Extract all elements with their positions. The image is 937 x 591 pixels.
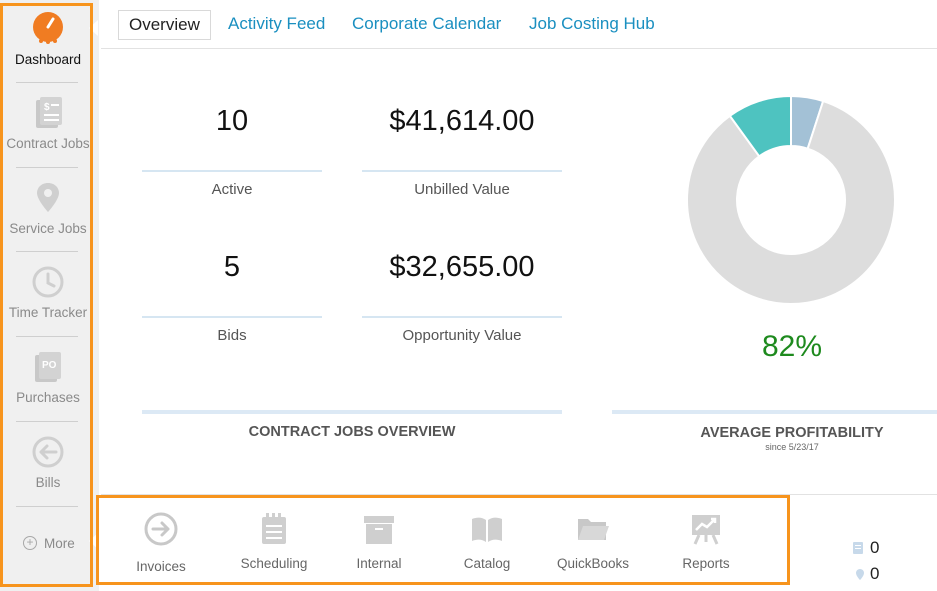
location-pin-icon: [37, 183, 59, 212]
svg-text:PO: PO: [42, 360, 57, 371]
donut-slice-1: [686, 99, 896, 305]
opportunity-value: $32,655.00: [389, 251, 535, 283]
section-bar: [142, 410, 562, 414]
profitability-percent: 82%: [761, 330, 823, 363]
catalog-label: Catalog: [463, 556, 511, 571]
bottom-app-bar: Invoices Scheduling Internal Catalog: [96, 495, 790, 585]
scheduling-label: Scheduling: [240, 556, 308, 571]
contract-jobs-overview-title: CONTRACT JOBS OVERVIEW: [248, 424, 456, 440]
sidebar-item-label: Dashboard: [14, 52, 82, 67]
divider: [16, 251, 78, 252]
divider: [362, 170, 562, 172]
svg-text:$: $: [44, 102, 50, 113]
sidebar-item-purchases[interactable]: PO Purchases: [6, 344, 90, 424]
plus-circle-icon: +: [23, 536, 37, 550]
active-count: 10: [215, 105, 249, 137]
internal-button[interactable]: Internal: [334, 498, 424, 582]
quickbooks-button[interactable]: QuickBooks: [548, 498, 638, 582]
tab-activity-feed[interactable]: Activity Feed: [228, 14, 326, 33]
donut-slice-2: [728, 95, 792, 158]
divider: [142, 170, 322, 172]
sidebar-item-bills[interactable]: Bills: [6, 429, 90, 509]
tab-job-costing-hub[interactable]: Job Costing Hub: [529, 14, 655, 33]
sidebar-item-label: Purchases: [16, 390, 80, 405]
presentation-chart-icon: [692, 515, 720, 545]
divider: [16, 167, 78, 168]
sidebar: Dashboard $ Contract Jobs Service Jobs T…: [0, 0, 99, 591]
speedometer-icon: [33, 12, 63, 44]
active-pointer: [89, 20, 98, 36]
divider: [362, 316, 562, 318]
invoices-label: Invoices: [136, 559, 186, 574]
open-book-icon: [472, 517, 502, 542]
sidebar-item-service-jobs[interactable]: Service Jobs: [6, 175, 90, 255]
clock-icon: [32, 266, 64, 298]
arrow-left-circle-icon: [32, 436, 64, 468]
sidebar-item-contract-jobs[interactable]: $ Contract Jobs: [6, 90, 90, 170]
unbilled-value: $41,614.00: [389, 105, 535, 137]
sidebar-item-time-tracker[interactable]: Time Tracker: [6, 259, 90, 339]
section-bar: [612, 410, 937, 414]
divider: [16, 82, 78, 83]
catalog-button[interactable]: Catalog: [442, 498, 532, 582]
scheduling-button[interactable]: Scheduling: [229, 498, 319, 582]
locations-count: 0: [870, 564, 880, 583]
sidebar-item-dashboard[interactable]: Dashboard: [6, 6, 90, 86]
reports-label: Reports: [682, 556, 730, 571]
arrow-right-circle-icon: [144, 512, 178, 546]
invoice-document-icon: $: [36, 97, 62, 128]
sidebar-item-label: Bills: [35, 475, 61, 490]
profitability-donut-chart: [686, 95, 896, 305]
notepad-icon: [262, 513, 286, 544]
divider: [16, 336, 78, 337]
more-label: More: [44, 536, 75, 551]
location-pin-icon: [856, 569, 864, 580]
folder-icon: [578, 519, 609, 540]
document-icon: [853, 542, 863, 554]
invoices-button[interactable]: Invoices: [116, 498, 206, 582]
sidebar-item-label: Service Jobs: [9, 221, 87, 236]
divider: [142, 316, 322, 318]
sidebar-item-label: Contract Jobs: [6, 136, 90, 151]
unbilled-label: Unbilled Value: [414, 181, 510, 198]
opportunity-label: Opportunity Value: [402, 327, 522, 344]
average-profitability-title: AVERAGE PROFITABILITY: [700, 425, 884, 441]
documents-count: 0: [870, 538, 880, 557]
tab-corporate-calendar[interactable]: Corporate Calendar: [352, 14, 502, 33]
more-button[interactable]: + More: [6, 530, 90, 560]
bids-label: Bids: [217, 327, 247, 344]
bids-count: 5: [223, 251, 241, 283]
sidebar-item-label: Time Tracker: [8, 305, 88, 320]
reports-button[interactable]: Reports: [661, 498, 751, 582]
internal-label: Internal: [356, 556, 402, 571]
divider: [16, 506, 78, 507]
archive-box-icon: [364, 516, 394, 544]
tab-overview[interactable]: Overview: [118, 10, 211, 40]
divider: [16, 421, 78, 422]
more-pointer: [89, 533, 98, 549]
profitability-since: since 5/23/17: [765, 442, 819, 452]
purchase-order-icon: PO: [35, 352, 61, 382]
active-label: Active: [211, 181, 253, 198]
quickbooks-label: QuickBooks: [556, 556, 630, 571]
